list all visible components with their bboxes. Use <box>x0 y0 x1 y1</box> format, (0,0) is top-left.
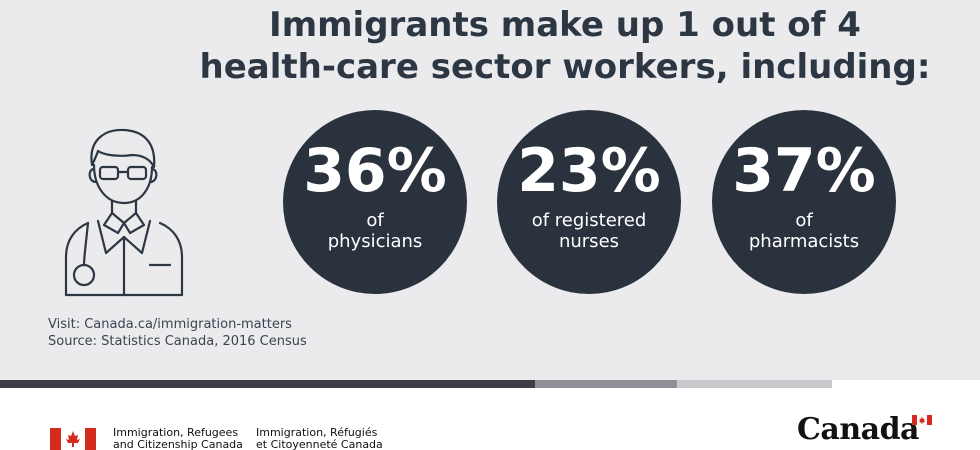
department-name-line: and Citizenship Canada <box>113 438 243 450</box>
stat-description-line: of <box>795 210 813 231</box>
stat-pharmacists: 37% of pharmacists <box>712 110 896 294</box>
department-name-line: Immigration, Refugees <box>113 426 239 439</box>
wordmark-flag-icon <box>912 415 932 425</box>
department-name-french: Immigration, Réfugiés et Citoyenneté Can… <box>256 427 383 450</box>
stat-percent: 23% <box>517 136 661 206</box>
stat-description-line: of registered <box>531 210 647 231</box>
department-name-line: et Citoyenneté Canada <box>256 438 383 450</box>
divider-bar-light <box>677 380 832 388</box>
stat-percent: 37% <box>732 136 876 206</box>
department-name-english: Immigration, Refugees and Citizenship Ca… <box>113 427 243 450</box>
stat-description: of physicians <box>283 210 467 252</box>
stat-description-line: of <box>366 210 384 231</box>
stat-registered-nurses: 23% of registered nurses <box>497 110 681 294</box>
stat-description: of pharmacists <box>712 210 896 252</box>
divider-bar-dark <box>0 380 535 388</box>
source-text: Source: Statistics Canada, 2016 Census <box>48 334 307 349</box>
visit-link-text: Visit: Canada.ca/immigration-matters <box>48 317 292 332</box>
health-care-worker-icon <box>64 128 184 297</box>
headline: Immigrants make up 1 out of 4 health-car… <box>150 4 980 88</box>
stat-percent: 36% <box>303 136 447 206</box>
stat-physicians: 36% of physicians <box>283 110 467 294</box>
headline-line-2: health-care sector workers, including: <box>199 47 931 87</box>
canada-flag-icon <box>50 428 96 450</box>
canada-wordmark: Canada <box>797 412 919 447</box>
stat-description-line: physicians <box>327 231 423 252</box>
stat-description-line: nurses <box>558 231 620 252</box>
headline-line-1: Immigrants make up 1 out of 4 <box>269 5 861 45</box>
stat-description-line: pharmacists <box>748 231 860 252</box>
divider-bar-mid <box>535 380 677 388</box>
department-name-line: Immigration, Réfugiés <box>256 426 378 439</box>
stat-description: of registered nurses <box>497 210 681 252</box>
